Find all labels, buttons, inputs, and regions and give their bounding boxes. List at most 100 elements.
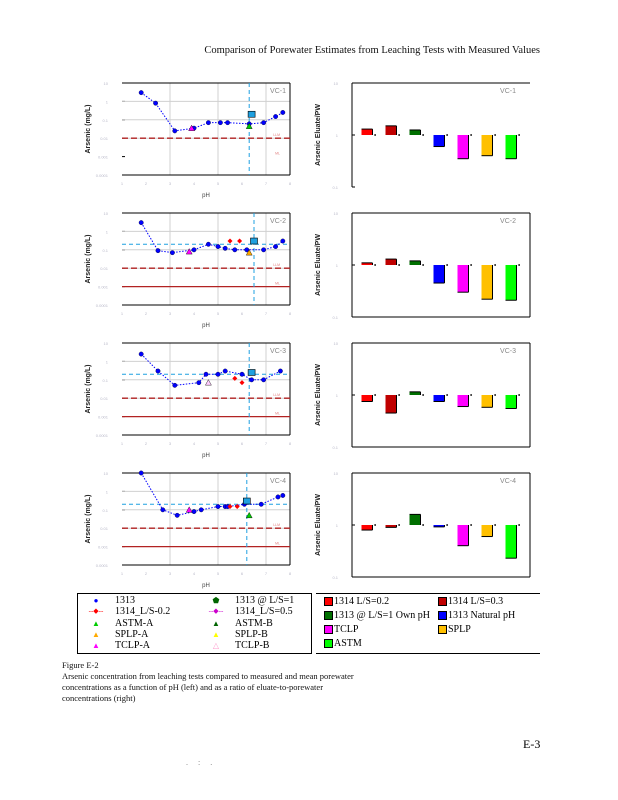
legend-item: ▲ SPLP-A <box>82 629 148 640</box>
unity-tick <box>494 134 496 136</box>
legend-item: ▲ SPLP-B <box>202 629 268 640</box>
y-tick-label: 1 <box>106 359 109 364</box>
bar-1313-l-s-1-own-ph <box>409 129 421 135</box>
bar-tclp <box>457 395 469 407</box>
unity-tick <box>446 134 448 136</box>
x-tick-label: 6 <box>241 311 244 316</box>
bar-splp <box>481 135 493 156</box>
data-point-1313-l-s-1 <box>250 237 258 245</box>
data-point-1313 <box>261 120 267 126</box>
bar-astm <box>505 265 517 301</box>
bar-1314-l-s-0-3 <box>385 395 397 414</box>
scatter-legend: ● 1313 ⬟ 1313 @ L/S=1 --◆-- 1314_L/S-0.2 --◆--… <box>77 593 312 654</box>
data-point-splp-a <box>245 249 253 256</box>
data-point-1313 <box>191 509 197 514</box>
bar-1314-l-s-0-2 <box>361 129 373 135</box>
data-point-1314-l-s-0-2 <box>227 238 233 244</box>
y-tick-label: 10 <box>104 341 109 346</box>
unity-tick <box>494 394 496 396</box>
legend-swatch-icon <box>324 639 333 648</box>
unity-tick <box>518 394 520 396</box>
ref-line-label: ML <box>275 412 280 416</box>
bar-tclp <box>457 525 469 546</box>
legend-item: SPLP <box>438 624 471 635</box>
data-point-1313 <box>203 371 209 377</box>
bar-astm <box>505 525 517 559</box>
legend-item: ASTM <box>324 638 362 649</box>
data-point-1313 <box>225 120 231 126</box>
legend-symbol-icon: ▲ <box>92 641 100 651</box>
x-tick-label: 7 <box>265 571 268 576</box>
legend-label: 1313 Natural pH <box>448 610 516 621</box>
y-tick-label: 0.0001 <box>96 303 109 308</box>
legend-swatch-icon <box>324 625 333 634</box>
data-point-1313 <box>155 368 161 374</box>
data-point-1313 <box>138 351 144 357</box>
legend-item: 1314 L/S=0.3 <box>438 596 503 607</box>
scatter-chart-vc-2: Arsenic (mg/L) 0.0001 0.001 0.01 0.1 1 10 VC-2 1… <box>85 211 292 329</box>
legend-item: --◆-- 1314_L/S-0.2 <box>82 606 171 617</box>
bar-1314-l-s-0-3 <box>385 125 397 135</box>
data-point-1313 <box>232 247 238 253</box>
data-point-astm-a <box>245 122 253 129</box>
bar-1313-natural-ph <box>433 135 445 147</box>
footer-marks: . : . <box>186 758 217 767</box>
data-point-1313 <box>138 90 144 96</box>
x-tick-label: 3 <box>169 181 172 186</box>
data-point-1313 <box>239 371 245 377</box>
x-tick-label: 7 <box>265 181 268 186</box>
panel-title: VC-3 <box>270 348 286 355</box>
data-point-1313 <box>280 238 286 244</box>
data-point-astm-a <box>245 511 253 519</box>
legend-label: ASTM-B <box>235 617 273 629</box>
bar-1314-l-s-0-3 <box>385 525 397 528</box>
x-tick-label: 1 <box>121 311 124 316</box>
data-point-1314-l-s-0-2 <box>237 238 243 244</box>
y-tick-label: 10 <box>334 341 339 346</box>
legend-symbol-icon: ▲ <box>212 618 220 628</box>
series-line-1313 <box>140 353 281 386</box>
y-axis-label: Arsenic Eluate/PW <box>315 364 322 426</box>
data-point-1313 <box>261 247 267 253</box>
data-point-1313 <box>217 120 223 126</box>
bar-legend: 1314 L/S=0.2 1314 L/S=0.3 1313 @ L/S=1 Own… <box>316 593 540 654</box>
y-tick-label: 0.1 <box>102 248 108 253</box>
y-tick-label: 10 <box>334 211 339 216</box>
bar-1313-l-s-1-own-ph <box>409 260 421 265</box>
y-tick-label: 10 <box>104 471 109 476</box>
legend-item: 1314 L/S=0.2 <box>324 596 389 607</box>
y-tick-label: 1 <box>336 133 339 138</box>
y-tick-label: 0.1 <box>102 508 108 513</box>
x-tick-label: 4 <box>193 441 196 446</box>
legend-label: SPLP <box>448 624 471 635</box>
bar-tclp <box>457 135 469 159</box>
ref-line-label: LLM <box>273 523 280 527</box>
y-tick-label: 0.001 <box>98 285 109 290</box>
y-tick-label: 0.1 <box>332 315 338 320</box>
x-tick-label: 7 <box>265 311 268 316</box>
ref-line-label: ML <box>275 152 280 156</box>
y-axis-label: Arsenic (mg/L) <box>85 494 92 543</box>
y-tick-label: 0.001 <box>98 545 109 550</box>
data-point-1313 <box>280 493 286 498</box>
bar-splp <box>481 265 493 300</box>
data-point-1313 <box>160 507 166 513</box>
data-point-tclp-a <box>185 248 193 255</box>
data-point-1313 <box>215 371 221 377</box>
x-tick-label: 2 <box>145 441 148 446</box>
data-point-1313 <box>205 120 211 126</box>
data-point-1313 <box>258 501 264 507</box>
unity-tick <box>422 524 424 526</box>
data-point-1313 <box>249 377 255 383</box>
unity-tick <box>494 524 496 526</box>
data-point-1313 <box>198 507 204 513</box>
y-tick-label: 1 <box>106 229 109 234</box>
legend-item: --◆-- 1314_L/S=0.5 <box>202 606 293 617</box>
legend-item: ⬟ 1313 @ L/S=1 <box>202 595 295 606</box>
unity-tick <box>494 264 496 266</box>
unity-tick <box>470 134 472 136</box>
y-tick-label: 1 <box>336 523 339 528</box>
scatter-chart-vc-4: Arsenic (mg/L) 0.0001 0.001 0.01 0.1 1 10 VC-4 1… <box>85 470 292 589</box>
bar-1313-natural-ph <box>433 395 445 402</box>
panel-title: VC-2 <box>270 218 286 225</box>
